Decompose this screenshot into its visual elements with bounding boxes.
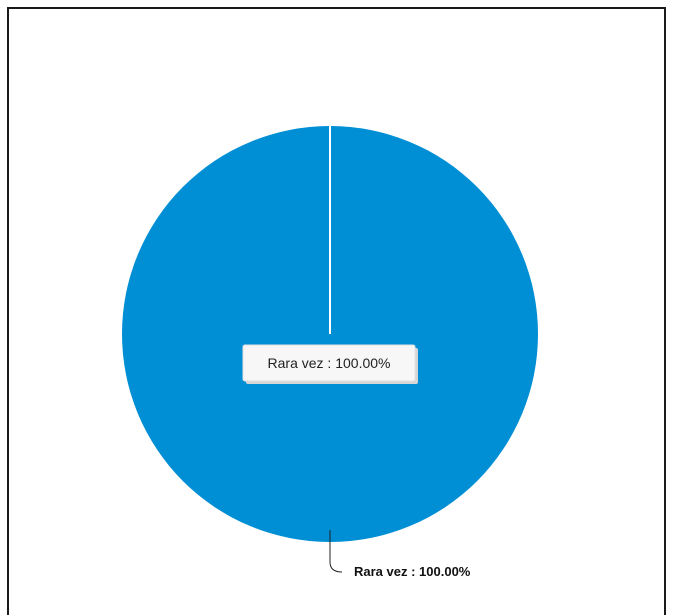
data-labels: Rara vez : 100.00% <box>354 564 471 579</box>
tooltip-text: Rara vez : 100.00% <box>268 355 391 371</box>
data-label: Rara vez : 100.00% <box>354 564 471 579</box>
label-connectors <box>329 530 343 573</box>
tooltip-box <box>242 344 416 382</box>
label-connector <box>329 530 343 573</box>
tooltip: Rara vez : 100.00% <box>242 344 418 384</box>
pie-slices <box>122 126 538 542</box>
